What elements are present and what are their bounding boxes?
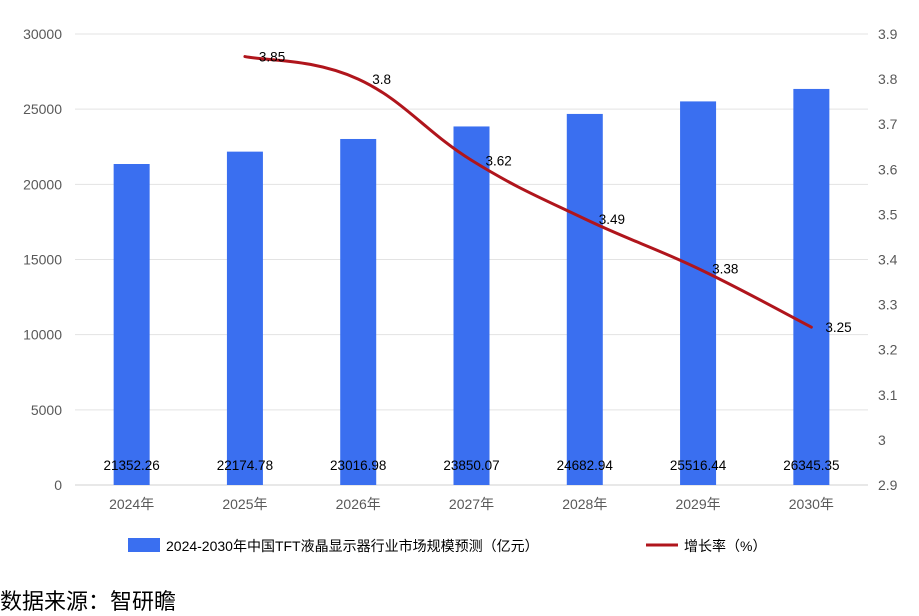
bar-data-label: 25516.44 <box>670 458 727 473</box>
bar-data-labels: 21352.26 22174.78 23016.98 23850.07 24682.94… <box>103 458 839 473</box>
line-data-labels: 3.85 3.8 3.62 3.49 3.38 3.25 <box>259 50 852 336</box>
right-axis-tick-label: 3.4 <box>878 252 898 268</box>
x-axis-tick-label: 2027年 <box>449 496 494 512</box>
bar <box>453 126 490 485</box>
x-axis-tick-label: 2030年 <box>789 496 834 512</box>
left-axis-tick-label: 30000 <box>23 26 62 42</box>
right-axis-tick-label: 3.3 <box>878 297 898 313</box>
legend-bar-swatch <box>128 538 160 552</box>
x-axis-tick-label: 2026年 <box>336 496 381 512</box>
right-axis-tick-label: 3.2 <box>878 342 898 358</box>
line-path <box>243 55 813 329</box>
line-data-label: 3.85 <box>259 50 285 65</box>
legend-bar-label: 2024-2030年中国TFT液晶显示器行业市场规模预测（亿元） <box>166 538 539 554</box>
source-note: 数据来源：智研瞻 <box>0 590 177 615</box>
bar-data-label: 23850.07 <box>443 458 499 473</box>
right-axis-tick-label: 3.5 <box>878 206 898 222</box>
left-axis-tick-label: 0 <box>54 477 62 493</box>
bar-series <box>113 88 830 485</box>
line-data-label: 3.25 <box>825 320 851 335</box>
legend: 2024-2030年中国TFT液晶显示器行业市场规模预测（亿元） 增长率（%） <box>128 538 766 554</box>
right-axis-tick-label: 3.8 <box>878 71 898 87</box>
bar <box>793 88 830 485</box>
right-axis-tick-label: 3 <box>878 432 886 448</box>
bar-data-label: 21352.26 <box>103 458 159 473</box>
legend-line-label: 增长率（%） <box>684 538 766 554</box>
bar-data-label: 22174.78 <box>217 458 273 473</box>
line-data-label: 3.49 <box>599 212 625 227</box>
right-axis-tick-label: 3.7 <box>878 116 898 132</box>
left-axis-tick-label: 5000 <box>31 402 62 418</box>
bar <box>226 151 263 485</box>
bar <box>340 138 377 485</box>
x-axis-tick-label: 2025年 <box>222 496 267 512</box>
right-axis-ticks: 2.9 3 3.1 3.2 3.3 3.4 3.5 3.6 3.7 3.8 3.9 <box>878 26 898 493</box>
left-axis-tick-label: 10000 <box>23 327 62 343</box>
bar <box>566 113 603 485</box>
bar <box>680 101 717 485</box>
bar-data-label: 24682.94 <box>557 458 614 473</box>
left-axis-tick-label: 25000 <box>23 101 62 117</box>
left-axis-tick-label: 15000 <box>23 252 62 268</box>
line-data-label: 3.62 <box>486 153 512 168</box>
bar-data-label: 26345.35 <box>783 458 839 473</box>
right-axis-tick-label: 3.9 <box>878 26 898 42</box>
right-axis-tick-label: 2.9 <box>878 477 898 493</box>
x-axis-tick-label: 2029年 <box>675 496 720 512</box>
bar <box>113 164 150 485</box>
right-axis-tick-label: 3.1 <box>878 387 898 403</box>
x-axis-tick-label: 2024年 <box>109 496 154 512</box>
line-data-label: 3.38 <box>712 262 738 277</box>
bar-data-label: 23016.98 <box>330 458 386 473</box>
right-axis-tick-label: 3.6 <box>878 161 898 177</box>
x-axis-ticks: 2024年 2025年 2026年 2027年 2028年 2029年 2030年 <box>109 496 834 512</box>
left-axis-tick-label: 20000 <box>23 176 62 192</box>
line-data-label: 3.8 <box>372 72 391 87</box>
x-axis-tick-label: 2028年 <box>562 496 607 512</box>
left-axis-ticks: 0 5000 10000 15000 20000 25000 30000 <box>23 26 62 493</box>
line-series <box>243 55 813 329</box>
